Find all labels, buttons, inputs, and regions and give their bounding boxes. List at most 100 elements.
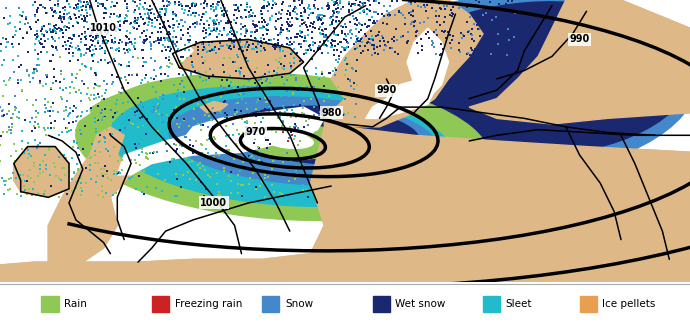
Point [270, 129, 282, 134]
Point [244, 104, 255, 110]
Point [85, 163, 96, 168]
Point [84, 156, 95, 161]
Point [130, 112, 141, 118]
Point [125, 30, 136, 35]
Point [213, 192, 224, 197]
Point [34, 166, 45, 171]
Point [27, 2, 38, 7]
Point [284, 135, 295, 141]
Point [67, 53, 78, 59]
Point [285, 73, 296, 78]
Point [221, 20, 232, 25]
Point [61, 156, 72, 161]
Point [37, 44, 48, 49]
Point [256, 120, 267, 125]
Point [275, 25, 286, 30]
Point [252, 83, 263, 88]
Point [288, 137, 299, 142]
Point [331, 6, 342, 12]
Point [86, 33, 97, 38]
Point [327, 0, 338, 3]
Point [296, 34, 307, 39]
Point [62, 113, 73, 118]
Point [435, 5, 446, 10]
Point [286, 23, 297, 29]
Point [257, 116, 268, 121]
Point [139, 60, 150, 65]
Point [114, 15, 125, 20]
Point [290, 115, 302, 120]
Point [314, 47, 325, 52]
Point [113, 90, 124, 95]
Point [186, 62, 197, 67]
Point [187, 158, 198, 164]
Point [233, 84, 244, 89]
Point [171, 142, 182, 147]
Point [190, 3, 201, 8]
Point [93, 0, 104, 6]
Point [86, 53, 97, 58]
Point [232, 181, 243, 186]
Point [30, 14, 41, 19]
Point [183, 170, 194, 175]
Point [264, 3, 275, 8]
Point [115, 62, 126, 67]
Point [239, 178, 250, 183]
Point [46, 120, 57, 125]
Point [91, 32, 102, 38]
Point [75, 176, 86, 181]
Point [165, 24, 176, 29]
Point [351, 69, 362, 74]
Point [108, 192, 119, 198]
Polygon shape [469, 0, 690, 124]
Point [32, 142, 43, 147]
Point [290, 114, 302, 119]
Point [204, 174, 215, 179]
Point [94, 84, 105, 89]
Point [121, 98, 132, 104]
Point [285, 64, 296, 69]
Point [66, 17, 77, 22]
Point [297, 1, 308, 6]
Point [148, 12, 159, 17]
Point [383, 13, 394, 18]
Point [81, 0, 92, 5]
Point [121, 13, 132, 18]
Point [23, 72, 34, 77]
Point [44, 21, 55, 26]
Point [112, 26, 124, 31]
Point [199, 58, 210, 63]
Point [186, 192, 197, 197]
Point [249, 24, 260, 29]
Point [351, 39, 362, 44]
Point [249, 22, 260, 27]
Point [23, 151, 34, 156]
Point [143, 14, 154, 19]
Point [331, 96, 342, 101]
Point [183, 31, 194, 36]
Point [80, 43, 91, 48]
Point [68, 138, 79, 143]
Point [400, 22, 411, 27]
Point [141, 16, 152, 21]
Point [169, 110, 180, 116]
Point [259, 135, 270, 140]
Point [279, 105, 290, 110]
Point [99, 97, 110, 102]
Point [218, 2, 229, 7]
Point [121, 12, 132, 17]
Point [258, 5, 269, 10]
Point [23, 74, 34, 79]
Point [176, 54, 187, 59]
Point [277, 192, 288, 197]
Point [286, 65, 297, 70]
Point [326, 42, 337, 47]
Point [295, 58, 306, 64]
Point [288, 92, 299, 97]
Point [95, 29, 106, 34]
Point [312, 6, 323, 12]
Point [210, 110, 221, 116]
Point [80, 34, 91, 40]
Point [100, 115, 111, 121]
Point [51, 11, 62, 16]
